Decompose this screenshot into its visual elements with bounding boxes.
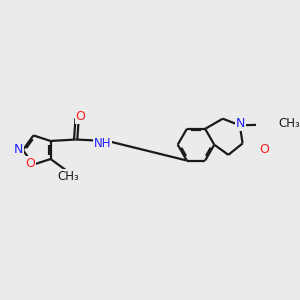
Text: N: N (236, 117, 245, 130)
Text: N: N (14, 143, 23, 156)
Text: CH₃: CH₃ (278, 117, 300, 130)
Text: O: O (25, 158, 35, 170)
Text: NH: NH (94, 136, 112, 149)
Text: O: O (259, 143, 269, 156)
Text: O: O (76, 110, 85, 123)
Text: CH₃: CH₃ (57, 170, 79, 183)
